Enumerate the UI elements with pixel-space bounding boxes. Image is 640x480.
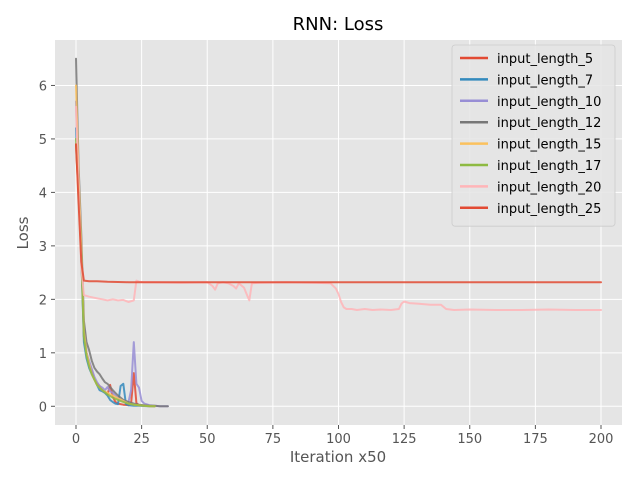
legend: input_length_5 input_length_7 input_length… [451, 44, 616, 227]
series-layer [75, 57, 602, 408]
x-tick-label: 200 [589, 432, 614, 447]
legend-label: input_length_12 [497, 116, 601, 131]
legend-label: input_length_7 [497, 73, 593, 88]
legend-box [451, 44, 616, 227]
y-tick-label: 3 [39, 240, 47, 255]
series-line-input-length-20 [75, 105, 602, 311]
x-axis-label: Iteration x50 [290, 448, 386, 466]
y-tick-label: 6 [39, 79, 47, 94]
x-tick-label: 125 [392, 432, 417, 447]
x-tick-label: 150 [457, 432, 482, 447]
y-tick-label: 5 [39, 133, 47, 148]
series-line-input-length-17 [75, 137, 156, 408]
x-tick-label: 175 [523, 432, 548, 447]
x-axis-ticks: 0 25 50 75 100 125 150 175 200 [72, 425, 614, 447]
legend-label: input_length_17 [497, 159, 601, 174]
y-tick-label: 0 [39, 400, 47, 415]
x-tick-label: 75 [265, 432, 282, 447]
y-axis-label: Loss [14, 216, 32, 249]
y-tick-label: 1 [39, 347, 47, 362]
chart-title: RNN: Loss [293, 14, 384, 35]
y-tick-label: 2 [39, 293, 47, 308]
legend-label: input_length_10 [497, 95, 601, 110]
legend-label: input_length_20 [497, 180, 601, 195]
x-tick-label: 50 [199, 432, 216, 447]
x-tick-label: 25 [133, 432, 150, 447]
legend-label: input_length_25 [497, 202, 601, 217]
y-axis-ticks: 0 1 2 3 4 5 6 [39, 79, 55, 415]
y-tick-label: 4 [39, 186, 47, 201]
series-line-input-length-25 [75, 143, 602, 284]
legend-label: input_length_15 [497, 138, 601, 153]
x-tick-label: 100 [326, 432, 351, 447]
legend-label: input_length_5 [497, 52, 593, 67]
x-tick-label: 0 [72, 432, 80, 447]
